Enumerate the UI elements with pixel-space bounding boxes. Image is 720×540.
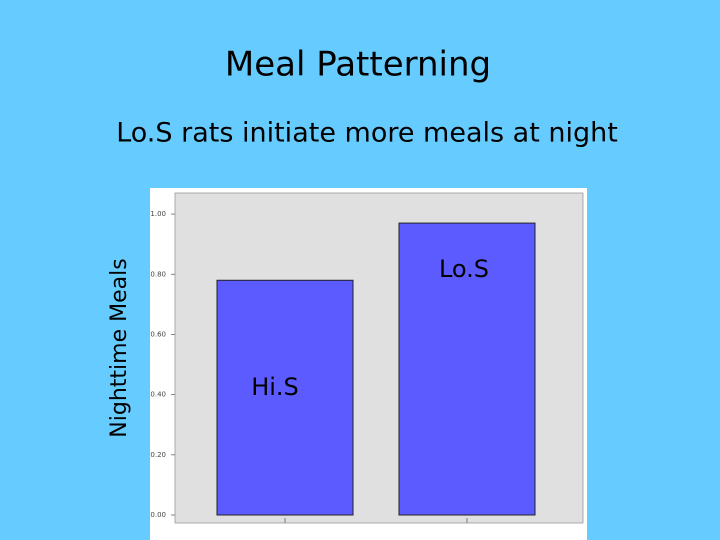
category-label: Hi.S [251, 373, 299, 401]
y-tick-label: 0.60 [150, 330, 166, 338]
y-tick-label: 0.20 [150, 451, 166, 459]
bar [398, 222, 536, 516]
category-label: Lo.S [439, 255, 489, 283]
chart-subtitle: Lo.S rats initiate more meals at night [116, 118, 618, 149]
y-tick-label: 0.80 [150, 270, 166, 278]
bar [216, 279, 354, 516]
y-tick-label: 0.00 [150, 511, 166, 519]
chart-title: Meal Patterning [225, 45, 491, 85]
y-tick-label: 1.00 [150, 210, 166, 218]
y-tick-label: 0.40 [150, 391, 166, 399]
y-axis-label: Nighttime Meals [107, 258, 132, 437]
